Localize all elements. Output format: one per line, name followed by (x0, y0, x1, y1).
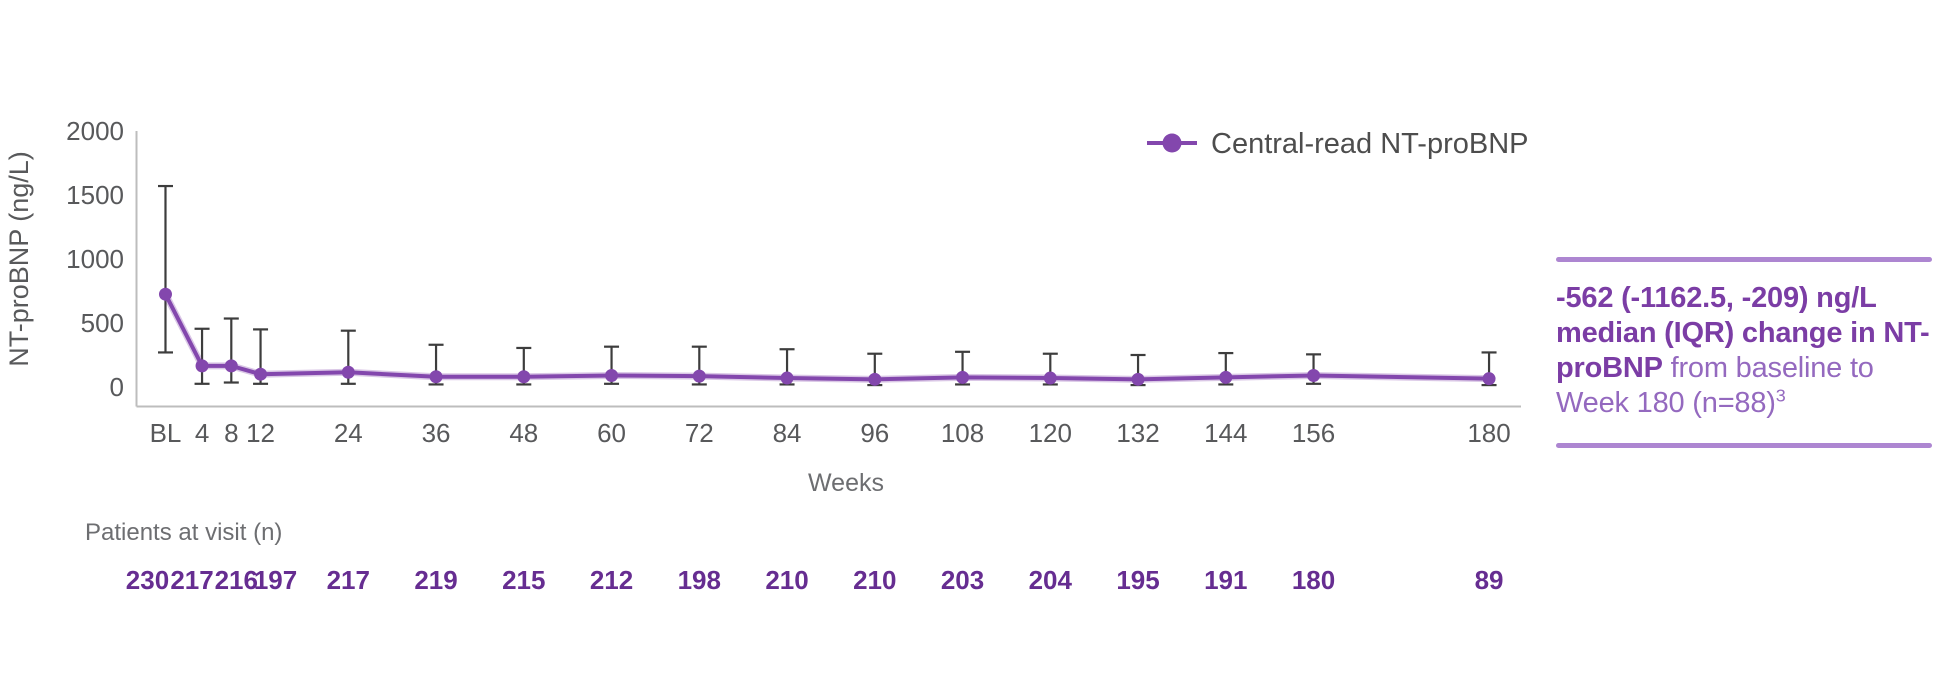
callout-bold-text: -562 (-1162.5, -209) ng/L median (IQR) c… (1556, 282, 1930, 384)
data-point-marker (1219, 370, 1233, 384)
patients-n-value: 215 (502, 565, 545, 595)
y-tick-label: 2000 (66, 116, 124, 146)
x-tick-label: BL (150, 418, 182, 448)
patients-n-value: 191 (1204, 565, 1247, 595)
data-point-marker (254, 367, 268, 381)
data-point-marker (780, 371, 794, 385)
y-tick-label: 0 (110, 372, 124, 402)
patients-n-value: 216 (215, 565, 258, 595)
data-point-marker (956, 370, 970, 384)
x-tick-label: 4 (195, 418, 209, 448)
y-axis-title: NT-proBNP (ng/L) (4, 151, 34, 367)
patients-n-value: 197 (254, 565, 297, 595)
x-tick-label: 8 (224, 418, 238, 448)
summary-callout: -562 (-1162.5, -209) ng/L median (IQR) c… (1556, 257, 1932, 457)
series-line-glow (161, 290, 1493, 383)
patients-n-value: 203 (941, 565, 984, 595)
patients-at-visit-label: Patients at visit (n) (85, 519, 282, 546)
x-tick-label: 48 (509, 418, 538, 448)
patients-n-value: 198 (678, 565, 721, 595)
patients-n-value: 204 (1029, 565, 1073, 595)
callout-text: -562 (-1162.5, -209) ng/L median (IQR) c… (1556, 281, 1932, 421)
x-tick-label: 84 (773, 418, 802, 448)
data-point-marker (692, 369, 706, 383)
x-tick-label: 144 (1204, 418, 1247, 448)
series-line (163, 292, 1492, 382)
patients-n-value: 217 (327, 565, 370, 595)
patients-n-value: 195 (1116, 565, 1159, 595)
data-point-marker (1131, 372, 1145, 386)
x-axis-title: Weeks (808, 469, 884, 497)
patients-n-value: 210 (765, 565, 808, 595)
x-tick-label: 156 (1292, 418, 1335, 448)
x-tick-label: 60 (597, 418, 626, 448)
callout-top-rule (1556, 257, 1932, 262)
legend-label: Central-read NT-proBNP (1211, 128, 1529, 160)
data-point-marker (868, 372, 882, 386)
patients-n-value: 210 (853, 565, 896, 595)
data-point-marker (195, 359, 209, 373)
callout-bottom-rule (1556, 443, 1932, 448)
nt-probnp-chart: 0 500 1000 1500 2000 NT-proBNP (ng/L) BL 4 8 12 24… (4, 116, 1529, 595)
x-tick-label: 108 (941, 418, 984, 448)
x-tick-label: 24 (334, 418, 363, 448)
x-tick-label: 12 (246, 418, 275, 448)
data-point-marker (1482, 372, 1496, 386)
data-point-marker (429, 370, 443, 384)
x-tick-label: 36 (422, 418, 451, 448)
data-point-marker (605, 368, 619, 382)
x-tick-label: 180 (1467, 418, 1510, 448)
x-tick-label: 120 (1029, 418, 1072, 448)
data-point-marker (341, 365, 355, 379)
patients-n-value: 230 (126, 565, 169, 595)
y-tick-label: 1500 (66, 180, 124, 210)
patients-n-value: 89 (1475, 565, 1504, 595)
data-point-marker (1307, 368, 1321, 382)
data-point-marker (1043, 371, 1057, 385)
y-tick-label: 1000 (66, 244, 124, 274)
callout-reference-superscript: 3 (1775, 385, 1786, 406)
callout-regular-text: from baseline to Week 180 (n=88) (1556, 352, 1874, 419)
patients-n-value: 212 (590, 565, 633, 595)
patients-n-value: 219 (414, 565, 457, 595)
data-point-marker (517, 370, 531, 384)
data-point-marker (158, 287, 172, 301)
patients-n-value: 180 (1292, 565, 1335, 595)
y-tick-label: 500 (81, 308, 124, 338)
x-tick-label: 96 (860, 418, 889, 448)
x-tick-label: 72 (685, 418, 714, 448)
patients-n-value: 217 (170, 565, 213, 595)
legend-dot-icon (1162, 133, 1182, 153)
x-tick-label: 132 (1116, 418, 1159, 448)
data-point-marker (224, 359, 238, 373)
